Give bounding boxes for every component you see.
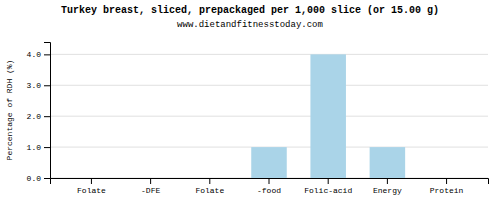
grid — [50, 54, 488, 178]
x-tick: Protein — [430, 178, 464, 195]
y-axis-title: Percentage of RDH (%) — [5, 60, 14, 161]
x-tick-label: Folate — [195, 186, 224, 195]
grid-line — [50, 85, 488, 86]
bar — [251, 147, 287, 178]
y-tick-mark — [44, 116, 50, 117]
y-tick: 3.0 — [27, 81, 50, 90]
x-tick-mark — [269, 178, 270, 184]
y-tick-mark — [44, 178, 50, 179]
bar — [370, 147, 406, 178]
plot-area — [251, 54, 405, 178]
bar — [310, 54, 346, 178]
x-tick-mark — [91, 178, 92, 184]
y-tick: 2.0 — [27, 112, 50, 121]
bar — [429, 178, 465, 179]
bar — [74, 178, 110, 179]
x-axis-line — [51, 179, 489, 185]
bar — [192, 178, 228, 179]
x-tick-label: Folic-acid — [304, 186, 352, 195]
x-tick: Folic-acid — [304, 178, 352, 195]
y-tick-mark — [44, 54, 50, 55]
x-tick: -food — [257, 178, 281, 195]
y-tick: 1.0 — [27, 143, 50, 152]
bar — [133, 178, 169, 179]
x-tick-mark — [150, 178, 151, 184]
y-tick-label: 4.0 — [27, 50, 42, 59]
grid-line — [50, 116, 488, 117]
y-tick-label: 1.0 — [27, 143, 42, 152]
x-tick-label: Folate — [77, 186, 106, 195]
x-tick: Energy — [373, 178, 402, 195]
y-axis-line — [44, 43, 51, 179]
subtitle: www.dietandfitnesstoday.com — [177, 20, 323, 30]
y-tick-mark — [44, 85, 50, 86]
y-axis: 0.0 1.0 2.0 3.0 4.0 — [27, 43, 51, 184]
x-axis: Folate -DFE Folate -food Folic-acid Energy Pro… — [51, 178, 489, 195]
grid-line — [50, 54, 488, 55]
x-tick: Folate — [195, 178, 224, 195]
x-tick-label: -food — [257, 186, 281, 195]
x-tick: Folate — [77, 178, 106, 195]
x-tick-mark — [446, 178, 447, 184]
y-tick: 0.0 — [27, 174, 50, 183]
y-tick: 4.0 — [27, 50, 50, 59]
x-tick-mark — [328, 178, 329, 184]
x-tick-label: Protein — [430, 186, 464, 195]
y-tick-label: 0.0 — [27, 174, 42, 183]
x-tick: -DFE — [141, 178, 160, 195]
y-tick-label: 3.0 — [27, 81, 42, 90]
x-tick-label: Energy — [373, 186, 402, 195]
title: Turkey breast, sliced, prepackaged per 1… — [61, 5, 439, 16]
y-tick-mark — [44, 147, 50, 148]
y-tick-label: 2.0 — [27, 112, 42, 121]
x-tick-mark — [387, 178, 388, 184]
x-tick-label: -DFE — [141, 186, 160, 195]
chart: Turkey breast, sliced, prepackaged per 1… — [0, 0, 500, 200]
x-tick-mark — [209, 178, 210, 184]
